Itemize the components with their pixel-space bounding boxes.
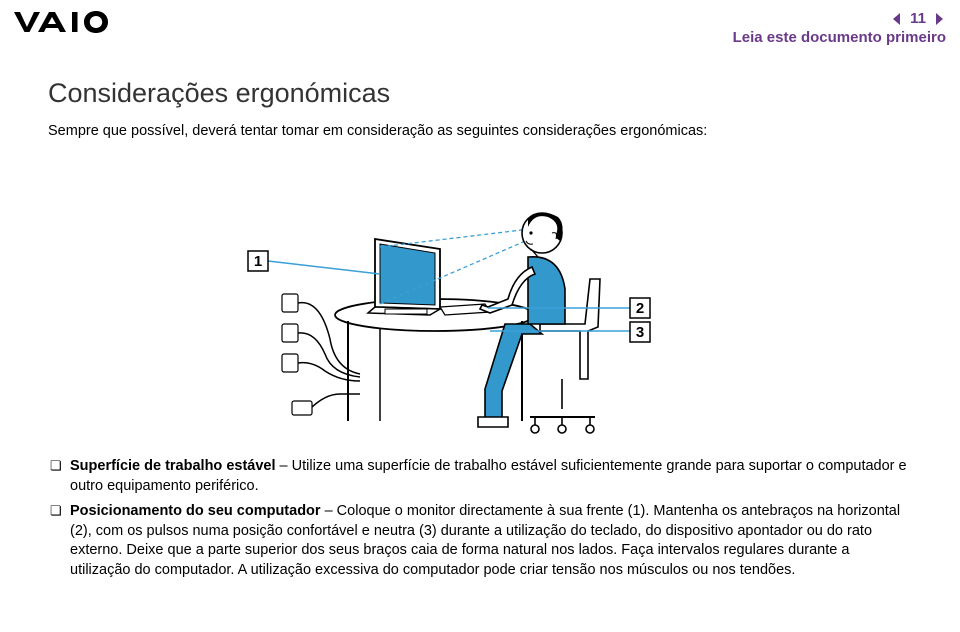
ergonomic-illustration: 1 2 3 (230, 159, 730, 439)
header-bar: 11 Leia este documento primeiro (0, 10, 960, 50)
list-item: Superfície de trabalho estável – Utilize… (48, 457, 912, 496)
intro-text: Sempre que possível, deverá tentar tomar… (48, 123, 912, 139)
callout-3: 3 (636, 324, 644, 341)
bullet-label: Superfície de trabalho estável (70, 458, 276, 474)
page-nav: 11 Leia este documento primeiro (733, 10, 946, 46)
bullet-label: Posicionamento do seu computador (70, 503, 321, 519)
list-item: Posicionamento do seu computador – Coloq… (48, 502, 912, 580)
doc-label: Leia este documento primeiro (733, 29, 946, 46)
page-number: 11 (910, 10, 926, 27)
prev-page-arrow-icon[interactable] (890, 12, 904, 26)
vaio-logo (14, 10, 132, 39)
callout-2: 2 (636, 300, 644, 317)
bullet-list: Superfície de trabalho estável – Utilize… (48, 457, 912, 580)
callout-1: 1 (254, 253, 262, 270)
next-page-arrow-icon[interactable] (932, 12, 946, 26)
main-content: Considerações ergonómicas Sempre que pos… (48, 78, 912, 586)
page-title: Considerações ergonómicas (48, 78, 912, 109)
